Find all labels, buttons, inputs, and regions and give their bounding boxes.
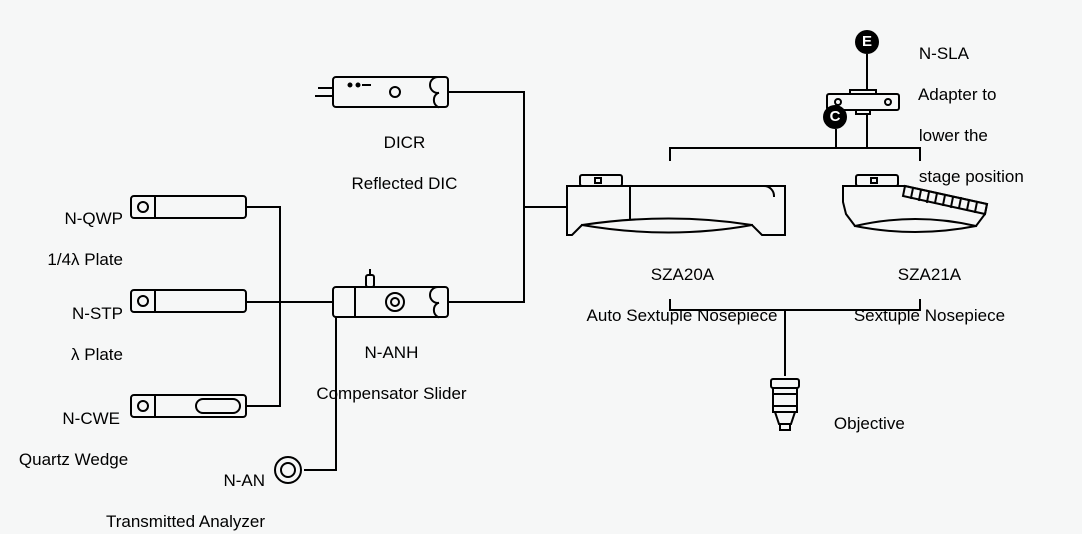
- label-nsla: N-SLA Adapter to lower the stage positio…: [900, 24, 1024, 208]
- label-objective: Objective: [815, 394, 905, 455]
- shape-ncwe-plate: [131, 395, 246, 417]
- shape-dicr-slider: [316, 77, 448, 107]
- diagram-canvas: N-SLA Adapter to lower the stage positio…: [0, 0, 1082, 534]
- label-sza21a: SZA21A Sextuple Nosepiece: [820, 245, 1020, 347]
- label-nanh: N-ANH Compensator Slider: [282, 323, 482, 425]
- shape-sza20a: [567, 175, 785, 235]
- shape-nqwp-plate: [131, 196, 246, 218]
- shape-nanh-slider: [333, 270, 448, 317]
- label-dicr: DICR Reflected DIC: [330, 113, 460, 215]
- shape-nan-analyzer: [275, 457, 301, 483]
- label-nan: N-AN Transmitted Analyzer: [60, 451, 265, 534]
- shape-nstp-plate: [131, 290, 246, 312]
- badge-c: C: [823, 105, 847, 129]
- label-nqwp: N-QWP 1/4λ Plate: [18, 189, 123, 291]
- label-sza20a: SZA20A Auto Sextuple Nosepiece: [548, 245, 798, 347]
- shape-objective: [771, 379, 799, 430]
- badge-e: E: [855, 30, 879, 54]
- label-nstp: N-STP λ Plate: [18, 284, 123, 386]
